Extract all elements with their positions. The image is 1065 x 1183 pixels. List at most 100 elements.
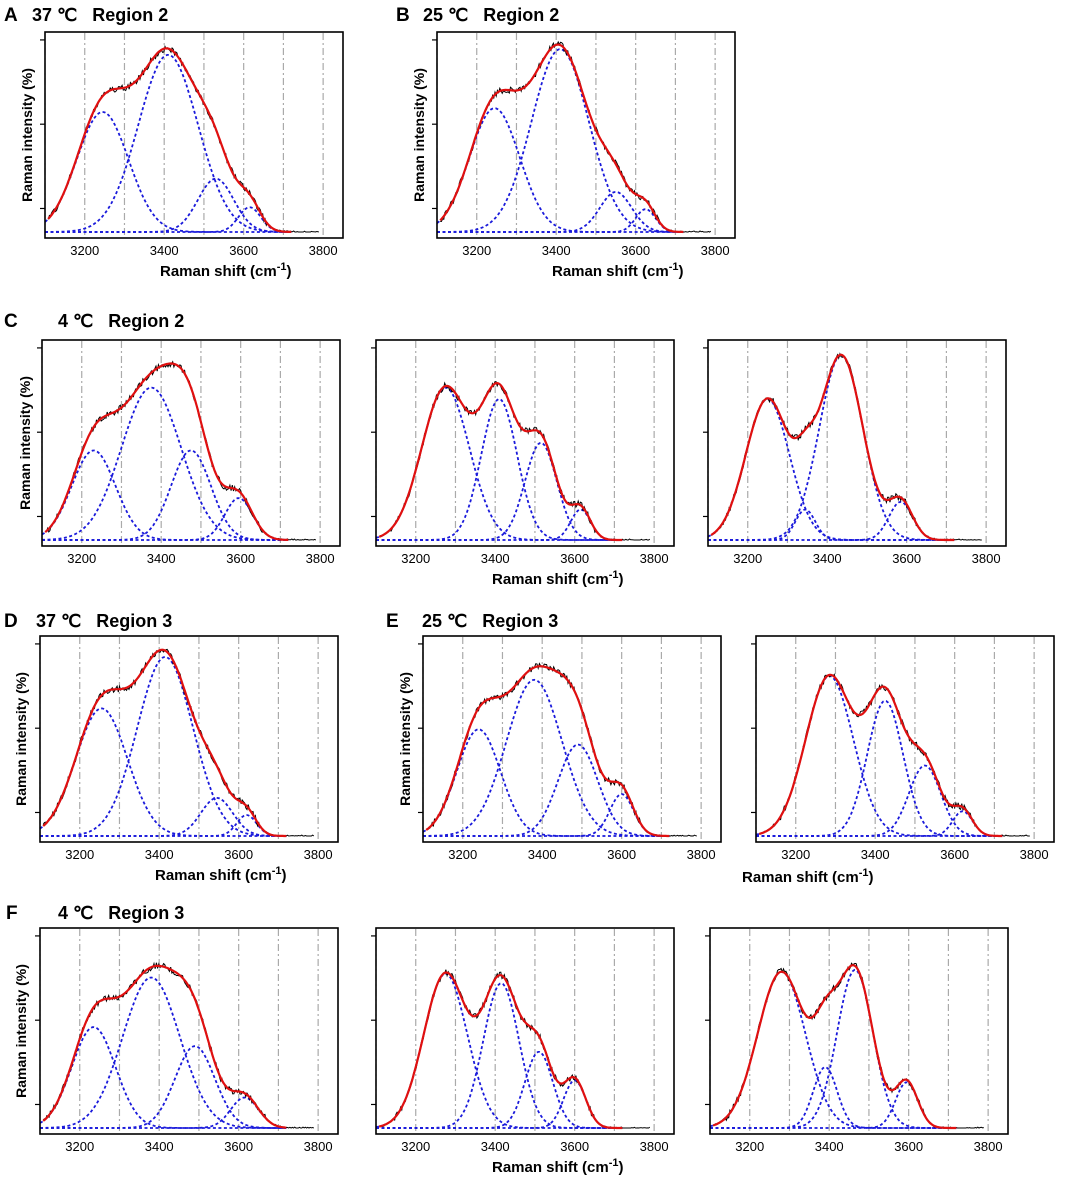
x-tick-label-3600: 3600: [560, 1139, 589, 1154]
fitted-envelope: [44, 362, 289, 541]
plots-layer: 3200 3400 3600 3800 Raman shift (cm-1) Raman …: [13, 31, 1055, 1176]
component-peak-1: [375, 386, 623, 541]
fitted-envelope: [42, 964, 287, 1129]
fitted-envelope: [425, 665, 670, 838]
x-tick-label-3400: 3400: [145, 847, 174, 862]
x-tick-label-3400: 3400: [481, 551, 510, 566]
fitted-envelope: [758, 673, 1003, 838]
component-peak-2: [40, 976, 287, 1129]
fitted-envelope: [439, 43, 684, 234]
x-tick-label-3200: 3200: [65, 1139, 94, 1154]
chart-b: 3200 3400 3600 3800 Raman shift (cm-1) Raman …: [411, 31, 736, 280]
component-peak-4: [437, 208, 684, 233]
y-axis-label: Raman intensity (%): [13, 964, 29, 1098]
x-axis-label: Raman shift (cm-1): [492, 569, 623, 588]
panel-title-d: 37 ℃ Region 3: [36, 611, 172, 631]
x-tick-label-3200: 3200: [448, 847, 477, 862]
chart-d: 3200 3400 3600 3800 Raman shift (cm-1) Raman …: [13, 635, 339, 884]
component-peak-2: [437, 48, 684, 233]
x-tick-label-3200: 3200: [781, 847, 810, 862]
plot-area: [40, 636, 338, 842]
x-tick-label-3800: 3800: [640, 551, 669, 566]
x-tick-label-3800: 3800: [640, 1139, 669, 1154]
x-axis-label: Raman shift (cm-1): [160, 261, 291, 280]
y-axis-label: Raman intensity (%): [19, 68, 35, 202]
plot-frame: [39, 635, 339, 843]
x-tick-label-3600: 3600: [560, 551, 589, 566]
plot-frame: [755, 635, 1055, 843]
chart-f2: 3200 3400 3600 3800 Raman shift (cm-1): [371, 927, 675, 1176]
chart-e2: 3200 3400 3600 3800: [751, 635, 1055, 862]
panel-letter-e: E: [386, 611, 399, 632]
plot-area: [710, 928, 1008, 1134]
plot-area: [40, 928, 338, 1134]
component-peak-4: [40, 1096, 287, 1129]
plot-area: [756, 636, 1054, 842]
x-tick-label-3400: 3400: [528, 847, 557, 862]
x-tick-label-3800: 3800: [972, 551, 1001, 566]
x-tick-label-3800: 3800: [306, 551, 335, 566]
x-tick-label-3600: 3600: [229, 243, 258, 258]
component-peak-2: [45, 54, 292, 233]
plot-area: [42, 340, 340, 546]
x-axis-label: Raman shift (cm-1): [492, 1157, 623, 1176]
y-axis-label: Raman intensity (%): [397, 672, 413, 806]
x-tick-label-3600: 3600: [226, 551, 255, 566]
x-tick-label-3800: 3800: [309, 243, 338, 258]
chart-f3: 3200 3400 3600 3800: [705, 927, 1009, 1154]
x-tick-label-3200: 3200: [462, 243, 491, 258]
x-tick-label-3800: 3800: [1020, 847, 1049, 862]
plot-area: [437, 32, 735, 238]
x-tick-label-3600: 3600: [894, 1139, 923, 1154]
x-tick-label-3600: 3600: [224, 1139, 253, 1154]
chart-c1: 3200 3400 3600 3800 Raman intensity (%): [17, 339, 341, 566]
x-tick-label-3200: 3200: [401, 1139, 430, 1154]
panel-title-b: 25 ℃ Region 2: [423, 5, 559, 25]
plot-frame: [41, 339, 341, 547]
x-tick-label-3400: 3400: [147, 551, 176, 566]
x-axis-label: Raman shift (cm-1): [155, 865, 286, 884]
chart-e1: 3200 3400 3600 3800 Raman shift (cm-1) Raman …: [397, 635, 873, 886]
component-peak-2: [40, 656, 287, 837]
plot-area: [376, 928, 674, 1134]
fitted-envelope: [378, 971, 623, 1130]
x-tick-label-3200: 3200: [70, 243, 99, 258]
x-axis-label: Raman shift (cm-1): [742, 867, 873, 886]
x-tick-label-3800: 3800: [974, 1139, 1003, 1154]
panel-title-a: 37 ℃ Region 2: [32, 5, 168, 25]
x-tick-label-3400: 3400: [813, 551, 842, 566]
x-axis-label: Raman shift (cm-1): [552, 261, 683, 280]
component-peak-4: [40, 814, 287, 837]
x-tick-label-3400: 3400: [150, 243, 179, 258]
chart-c2: 3200 3400 3600 3800 Raman shift (cm-1): [371, 339, 675, 588]
panel-title-e: 25 ℃ Region 3: [422, 611, 558, 631]
plot-frame: [375, 927, 675, 1135]
chart-a: 3200 3400 3600 3800 Raman shift (cm-1) Raman …: [19, 31, 344, 280]
fitted-envelope: [47, 47, 292, 233]
plot-frame: [39, 927, 339, 1135]
component-peak-4: [376, 508, 623, 541]
x-tick-label-3200: 3200: [401, 551, 430, 566]
component-peak-4: [376, 1079, 623, 1129]
fitted-envelope: [378, 381, 623, 542]
component-peak-4: [423, 793, 670, 837]
x-tick-label-3800: 3800: [701, 243, 730, 258]
plot-area: [708, 340, 1006, 546]
x-tick-label-3600: 3600: [621, 243, 650, 258]
plot-frame: [422, 635, 722, 843]
x-tick-label-3200: 3200: [65, 847, 94, 862]
panel-letter-a: A: [4, 5, 18, 26]
fitted-envelope: [42, 648, 287, 838]
panel-letter-f: F: [6, 903, 18, 924]
x-tick-label-3800: 3800: [304, 847, 333, 862]
y-axis-label: Raman intensity (%): [13, 672, 29, 806]
component-peak-4: [756, 810, 1003, 837]
x-tick-label-3600: 3600: [892, 551, 921, 566]
plot-area: [45, 32, 343, 238]
x-tick-label-3400: 3400: [542, 243, 571, 258]
panel-letter-b: B: [396, 5, 410, 26]
x-tick-label-3200: 3200: [733, 551, 762, 566]
x-tick-label-3800: 3800: [687, 847, 716, 862]
panel-title-f: 4 ℃ Region 3: [58, 903, 184, 923]
x-tick-label-3600: 3600: [224, 847, 253, 862]
